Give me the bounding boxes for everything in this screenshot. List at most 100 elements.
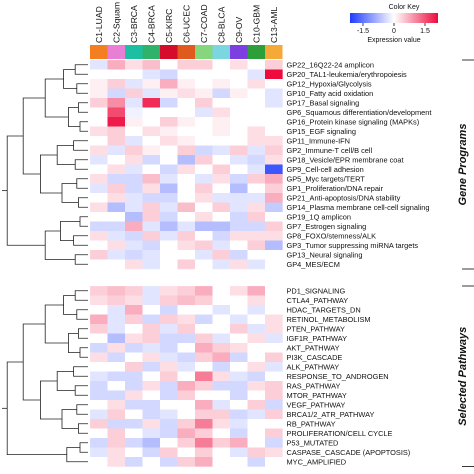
heatmap-cell xyxy=(247,457,266,467)
heatmap-cell xyxy=(160,212,178,222)
row-label: GP15_EGF signaling xyxy=(287,127,356,136)
heatmap-cell xyxy=(212,438,231,448)
heatmap-cell xyxy=(160,60,178,70)
heatmap-cell xyxy=(177,362,196,372)
heatmap-cell xyxy=(177,69,196,80)
dendrogram-branch xyxy=(61,409,79,429)
heatmap-cell xyxy=(90,314,108,325)
heatmap-cell xyxy=(142,419,161,429)
heatmap-cell xyxy=(160,259,178,270)
row-label: P53_MUTATED xyxy=(287,438,339,447)
dendrogram-branch xyxy=(73,140,88,151)
heatmap-cell xyxy=(265,305,283,315)
heatmap-cell xyxy=(265,400,283,410)
heatmap-cell xyxy=(230,126,248,137)
heatmap-cell xyxy=(125,193,143,203)
row-label: PTEN_PATHWAY xyxy=(287,324,346,333)
heatmap-cell xyxy=(160,390,178,401)
heatmap-cell xyxy=(160,362,178,372)
dendrogram-branch xyxy=(74,64,88,75)
color-key-title: Color Key xyxy=(389,4,420,11)
heatmap-cell xyxy=(212,371,231,382)
row-label: GP3_Tumor suppressing miRNA targets xyxy=(287,241,419,250)
heatmap-cell xyxy=(107,69,126,80)
row-label: RETINOL_METABOLISM xyxy=(287,315,371,324)
heatmap-cell xyxy=(142,286,161,296)
heatmap-cell xyxy=(177,333,196,344)
heatmap-cell xyxy=(160,447,178,458)
heatmap-cell xyxy=(125,352,143,363)
heatmap-cell xyxy=(212,259,231,270)
row-label: GP13_Neural signaling xyxy=(287,250,363,259)
heatmap-cell xyxy=(230,333,248,344)
dendrogram-branch xyxy=(79,216,88,227)
column-color-8 xyxy=(230,45,248,59)
heatmap-cell xyxy=(247,428,266,439)
heatmap-cell xyxy=(125,212,143,222)
heatmap-cell xyxy=(177,390,196,401)
heatmap-cell xyxy=(90,352,108,363)
heatmap-cell xyxy=(247,136,266,146)
section-title: Selected Pathways xyxy=(457,327,469,426)
heatmap-cell xyxy=(107,193,126,203)
heatmap-cell xyxy=(212,231,231,241)
row-label: PI3K_CASCADE xyxy=(287,353,343,362)
heatmap-cell xyxy=(107,390,126,401)
heatmap-cell xyxy=(195,286,213,296)
heatmap-cell xyxy=(230,117,248,127)
heatmap-cell xyxy=(247,231,266,241)
column-color-1 xyxy=(107,45,125,59)
row-label: GP10_Fatty acid oxidation xyxy=(287,89,374,98)
heatmap-cell xyxy=(265,88,283,99)
heatmap-cell xyxy=(212,295,231,306)
heatmap-cell xyxy=(160,400,178,410)
row-label: BRCA1/2_ATR_PATHWAY xyxy=(287,410,375,419)
heatmap-cell xyxy=(195,314,213,325)
heatmap-cell xyxy=(107,202,126,213)
heatmap-cell xyxy=(90,419,108,429)
heatmap-cell xyxy=(177,457,196,467)
row-label: RESPONSE_TO_ANDROGEN xyxy=(287,372,389,381)
dendrogram-branch xyxy=(76,309,88,320)
heatmap-cell xyxy=(195,428,213,439)
heatmap-cell xyxy=(125,136,143,146)
dendrogram-branch xyxy=(6,361,67,456)
heatmap-cell xyxy=(265,286,283,296)
heatmap-cell xyxy=(247,69,266,80)
column-label: C13-AML xyxy=(269,6,279,43)
dendrogram-branch xyxy=(44,78,69,118)
heatmap-cell xyxy=(177,438,196,448)
heatmap-cell xyxy=(107,231,126,241)
column-color-9 xyxy=(247,45,265,59)
heatmap-cell xyxy=(177,88,196,99)
heatmap-cell xyxy=(265,409,283,420)
heatmap-cell xyxy=(125,428,143,439)
heatmap-cell xyxy=(265,174,283,184)
heatmap-cell xyxy=(230,286,248,296)
heatmap-cell xyxy=(212,221,231,232)
heatmap-cell xyxy=(212,381,231,391)
heatmap-cell xyxy=(142,212,161,222)
heatmap-cell xyxy=(107,79,126,89)
heatmap-cell xyxy=(160,250,178,260)
heatmap-cell xyxy=(212,155,231,165)
heatmap-cell xyxy=(125,155,143,165)
dendrogram-branch xyxy=(60,221,80,241)
column-color-2 xyxy=(125,45,143,59)
row-label: GP20_TAL1-leukemia/erythropoiesis xyxy=(287,70,408,79)
heatmap-cell xyxy=(212,88,231,99)
heatmap-cell xyxy=(142,250,161,260)
heatmap-cell xyxy=(212,333,231,344)
heatmap-cell xyxy=(125,174,143,184)
heatmap-cell xyxy=(177,240,196,251)
heatmap-cell xyxy=(212,174,231,184)
column-color-7 xyxy=(212,45,230,59)
heatmap-cells xyxy=(89,59,283,467)
row-dendrograms xyxy=(2,64,88,463)
heatmap-cell xyxy=(107,250,126,260)
heatmap-cell xyxy=(107,457,126,467)
heatmap-cell xyxy=(230,60,248,70)
dendrogram-branch xyxy=(56,371,76,391)
heatmap-cell xyxy=(230,250,248,260)
